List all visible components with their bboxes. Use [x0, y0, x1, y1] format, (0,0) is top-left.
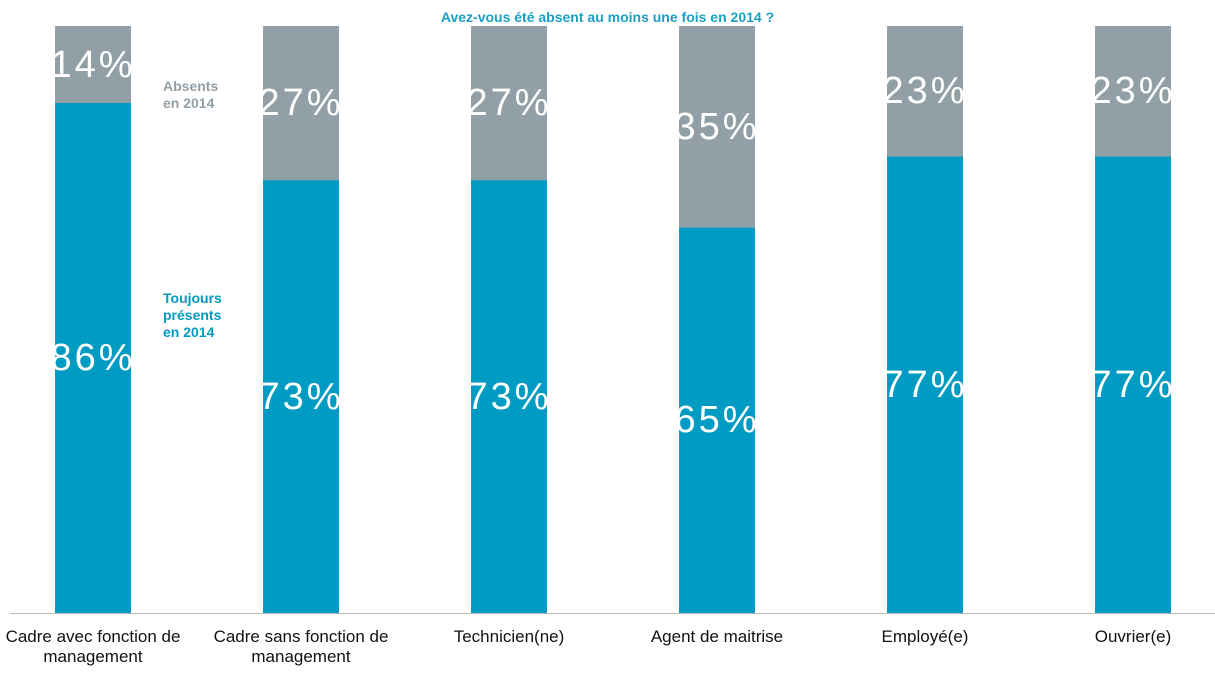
- x-tick-label: Technicien(ne): [453, 627, 565, 646]
- value-label: 65%: [674, 399, 760, 442]
- legend-label: Absents en 2014: [163, 78, 219, 111]
- bar-segment: [679, 26, 755, 228]
- x-tick-label: Ouvrier(e): [1094, 627, 1172, 646]
- bar-segment: [263, 26, 339, 181]
- bar-segment: [1095, 156, 1171, 613]
- value-label: 23%: [1090, 70, 1176, 113]
- bar-segment: [263, 180, 339, 614]
- bar-segment: [471, 180, 547, 614]
- bar-segment: [887, 26, 963, 157]
- bar-segment: [471, 26, 547, 181]
- value-label: 14%: [50, 43, 136, 86]
- chart-title: Avez-vous été absent au moins une fois e…: [440, 9, 775, 25]
- x-tick-label: Employé(e): [881, 627, 969, 646]
- value-label: 27%: [466, 82, 552, 125]
- legend-label: Toujours présents en 2014: [163, 290, 222, 340]
- bar-segment: [1095, 26, 1171, 157]
- value-label: 73%: [258, 375, 344, 418]
- x-tick-label: Cadre sans fonction de management: [213, 627, 389, 666]
- bar-segment: [55, 103, 131, 614]
- value-label: 77%: [882, 363, 968, 406]
- value-label: 35%: [674, 105, 760, 148]
- x-tick-label: Agent de maitrise: [650, 627, 784, 646]
- value-label: 73%: [466, 375, 552, 418]
- bar-segment: [55, 26, 131, 104]
- value-label: 27%: [258, 82, 344, 125]
- value-label: 23%: [882, 70, 968, 113]
- bar-segment: [679, 227, 755, 614]
- value-label: 86%: [50, 337, 136, 379]
- x-tick-label: Cadre avec fonction de management: [5, 627, 181, 666]
- bar-segment: [887, 156, 963, 613]
- value-label: 77%: [1090, 363, 1176, 406]
